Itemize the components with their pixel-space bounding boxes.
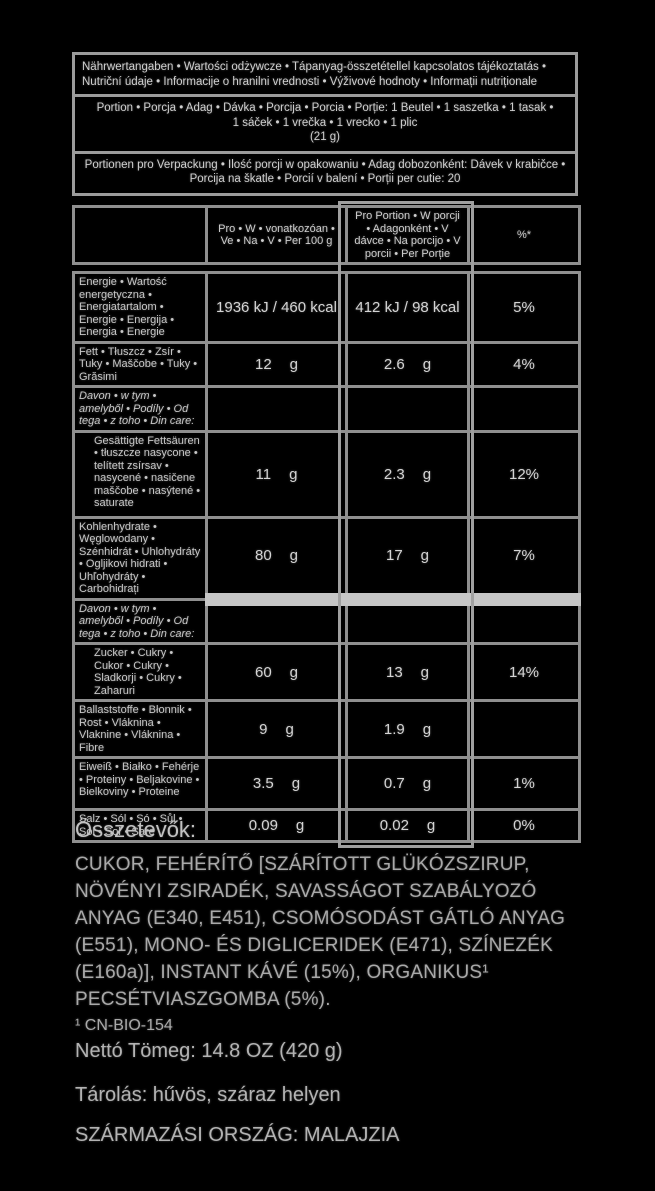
portion-value: 412 kJ / 98 kcal [355, 298, 460, 316]
portion-value: 13 [385, 663, 403, 681]
ingredients-line-5: (E160a)], INSTANT KÁVÉ (15%), ORGANIKUS¹ [75, 962, 489, 983]
nutrition-table: Pro • W • vonatkozóan • Ve • Na • V • Pe… [72, 201, 581, 848]
per100-unit: g [295, 817, 305, 834]
portion-unit: g [422, 720, 432, 738]
nutrition-table-header: Pro • W • vonatkozóan • Ve • Na • V • Pe… [72, 205, 581, 265]
row-label: Davon • w tym • amelyből • Podíly • Od t… [79, 390, 195, 427]
portion-unit: g [422, 775, 432, 792]
row-label: Davon • w tym • amelyből • Podíly • Od t… [79, 602, 195, 640]
row-label: Kohlenhydrate • Węglowodany • Szénhidrát… [79, 520, 201, 596]
portion-value: 0.02 [379, 817, 409, 834]
ingredients-line-3: ANYAG (E340, E451), CSOMÓSODÁST GÁTLÓ AN… [75, 908, 566, 929]
nutrition-row-fibre: Ballaststoffe • Błonnik • Rost • Vláknin… [72, 699, 581, 759]
portion-value: 2.3 [383, 465, 405, 483]
portion-unit: g [422, 355, 432, 373]
ri-value: 14% [508, 663, 540, 681]
ingredients-title: Összetevők: [75, 817, 197, 842]
per100-value: 80 [254, 547, 272, 564]
portion-line-2: 1 sáček • 1 vrečka • 1 vrecko • 1 plic [232, 116, 418, 129]
nutrition-table-body: Energie • Wartość energetyczna • Energia… [72, 271, 581, 843]
row-label: Energie • Wartość energetyczna • Energia… [79, 276, 175, 338]
per100-unit: g [289, 465, 298, 483]
nutrition-row-of-which-1: Davon • w tym • amelyből • Podíly • Od t… [72, 385, 581, 433]
net-weight: Nettó Tömeg: 14.8 OZ (420 g) [75, 1040, 343, 1062]
per100-value: 60 [254, 663, 272, 681]
ingredients-line-6: PECSÉTVIASZGOMBA (5%). [75, 989, 331, 1010]
nutrition-row-saturates: Gesättigte Fettsäuren • tłuszcze nasycon… [72, 429, 581, 519]
organic-certification-footnote: ¹ CN-BIO-154 [75, 1017, 173, 1034]
country-of-origin: SZÁRMAZÁSI ORSZÁG: MALAJZIA [75, 1124, 400, 1146]
per100-unit: g [291, 775, 301, 792]
portion-unit: g [422, 465, 432, 483]
ingredients-line-1: CUKOR, FEHÉRÍTŐ [SZÁRÍTOTT GLÜKÓZSZIRUP, [75, 854, 530, 875]
portion-weight: (21 g) [309, 131, 341, 143]
nutrition-row-sugars: Zucker • Cukry • Cukor • Cukry • Sladkor… [72, 642, 581, 702]
servings-per-pack-section: Portionen pro Verpackung • Ilość porcji … [75, 150, 575, 193]
nutrition-info-header: Nährwertangaben • Wartości odżywcze • Tá… [82, 61, 547, 88]
per100-value: 12 [254, 355, 272, 373]
info-box: Nährwertangaben • Wartości odżywcze • Tá… [72, 52, 578, 196]
nutrition-row-fat: Fett • Tłuszcz • Zsír • Tuky • Maščobe •… [72, 340, 581, 388]
ingredients-line-2: NÖVÉNYI ZSIRADÉK, SAVASSÁGOT SZABÁLYOZÓ [75, 881, 537, 902]
portion-value: 17 [385, 547, 403, 564]
portion-unit: g [420, 663, 430, 681]
nutrition-row-protein: Eiweiß • Białko • Fehérje • Proteiny • B… [72, 756, 581, 811]
portion-line-1: Portion • Porcja • Adag • Dávka • Porcij… [96, 102, 554, 114]
servings-line-1: Portionen pro Verpackung • Ilość porcji … [84, 158, 566, 171]
portion-value: 1.9 [383, 720, 405, 738]
portion-unit: g [420, 547, 430, 564]
per100-value: 1936 kJ / 460 kcal [216, 298, 337, 316]
row-label: Fett • Tłuszcz • Zsír • Tuky • Maščobe •… [79, 345, 198, 383]
per100-unit: g [289, 547, 299, 564]
ri-value: 0% [513, 817, 535, 834]
servings-line-2: Porcija na škatle • Porcií v balení • Po… [189, 173, 461, 185]
per100-value: 9 [259, 720, 268, 738]
ri-value: 1% [513, 775, 535, 792]
ingredients-line-4: (E551), MONO- ÉS DIGLICERIDEK (E471), SZ… [75, 935, 553, 956]
nutrition-row-energy: Energie • Wartość energetyczna • Energia… [72, 271, 581, 344]
ri-value: 12% [508, 465, 540, 483]
nutrition-row-of-which-2: Davon • w tym • amelyből • Podíly • Od t… [72, 592, 581, 645]
row-label: Zucker • Cukry • Cukor • Cukry • Sladkor… [94, 647, 182, 697]
header-per-portion: Pro Portion • W porcji • Adagonként • V … [345, 205, 470, 265]
ri-value: 7% [513, 547, 535, 564]
header-per-100g: Pro • W • vonatkozóan • Ve • Na • V • Pe… [205, 205, 348, 265]
header-reference-intake: %* [467, 205, 581, 265]
per100-unit: g [285, 720, 294, 738]
ri-value: 4% [513, 355, 535, 373]
storage-instructions: Tárolás: hűvös, száraz helyen [75, 1084, 341, 1106]
per100-value: 3.5 [252, 775, 274, 792]
per100-value: 11 [255, 465, 272, 483]
portion-size-section: Portion • Porcja • Adag • Dávka • Porcij… [75, 94, 575, 151]
header-blank-cell [72, 205, 208, 265]
portion-unit: g [426, 817, 436, 834]
ingredients-section: Összetevők: CUKOR, FEHÉRÍTŐ [SZÁRÍTOTT G… [75, 817, 615, 1037]
nutrition-row-carbohydrate: Kohlenhydrate • Węglowodany • Szénhidrát… [72, 515, 581, 601]
row-label: Ballaststoffe • Błonnik • Rost • Vláknin… [79, 704, 192, 754]
row-label: Gesättigte Fettsäuren • tłuszcze nasycon… [94, 434, 201, 510]
ri-value: 5% [513, 298, 535, 316]
nutrition-row-salt: Salz • Sól • Só • Sůl • Sol • Soľ • Sare… [72, 808, 581, 843]
row-label: Salz • Sól • Só • Sůl • Sol • Soľ • Sare [79, 813, 183, 838]
per100-unit: g [289, 663, 299, 681]
portion-value: 0.7 [383, 775, 405, 792]
row-label: Eiweiß • Białko • Fehérje • Proteiny • B… [79, 761, 200, 798]
portion-value: 2.6 [383, 355, 405, 373]
per100-unit: g [289, 355, 299, 373]
per100-value: 0.09 [248, 817, 278, 834]
